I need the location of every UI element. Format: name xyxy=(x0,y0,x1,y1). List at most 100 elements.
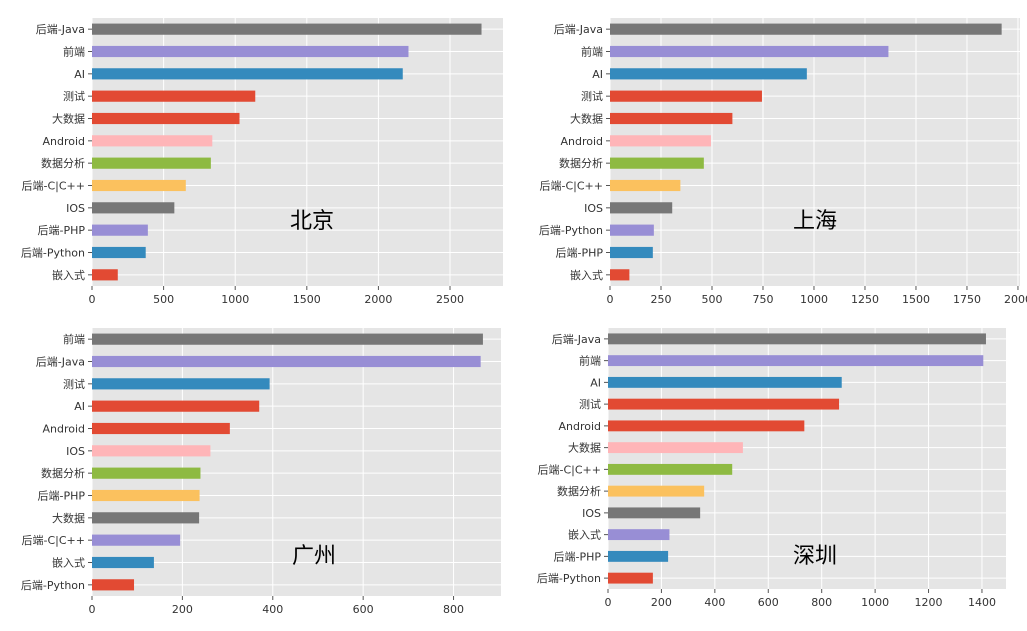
bar xyxy=(92,179,186,192)
category-label: AI xyxy=(74,68,85,81)
category-label: 嵌入式 xyxy=(52,557,85,570)
category-label: 后端-C|C++ xyxy=(22,180,85,193)
x-tick-label: 600 xyxy=(758,596,779,609)
bar xyxy=(608,550,669,562)
category-label: IOS xyxy=(584,202,603,215)
category-label: 测试 xyxy=(63,90,85,103)
x-tick-label: 200 xyxy=(651,596,672,609)
x-tick-label: 1200 xyxy=(915,596,943,609)
category-label: 后端-C|C++ xyxy=(540,180,603,193)
bar xyxy=(92,68,403,80)
bar xyxy=(92,112,240,125)
bar xyxy=(610,246,653,259)
x-tick-label: 0 xyxy=(89,603,96,616)
bar xyxy=(610,157,704,169)
bar xyxy=(610,179,681,192)
bar xyxy=(92,333,483,345)
city-annotation: 北京 xyxy=(290,209,334,234)
bar xyxy=(92,157,211,169)
category-label: AI xyxy=(74,400,85,413)
bar xyxy=(92,556,154,569)
bar xyxy=(610,68,807,80)
x-tick-label: 600 xyxy=(353,603,374,616)
bar xyxy=(92,489,200,502)
x-tick-label: 1000 xyxy=(861,596,889,609)
category-label: IOS xyxy=(582,507,601,520)
category-label: 数据分析 xyxy=(559,156,603,170)
bar xyxy=(608,442,743,454)
bar xyxy=(92,45,409,58)
category-label: 测试 xyxy=(579,398,601,411)
x-tick-label: 1400 xyxy=(968,596,996,609)
x-tick-label: 1750 xyxy=(953,293,981,306)
x-tick-label: 750 xyxy=(752,293,773,306)
category-label: 后端-PHP xyxy=(37,490,85,503)
category-label: 数据分析 xyxy=(41,156,85,170)
bar xyxy=(92,90,256,102)
bar xyxy=(92,467,201,479)
x-tick-label: 2000 xyxy=(1004,293,1027,306)
category-label: 后端-Python xyxy=(21,247,85,260)
x-tick-label: 400 xyxy=(262,603,283,616)
bar xyxy=(608,420,805,432)
category-label: 后端-C|C++ xyxy=(538,463,601,476)
bar xyxy=(608,507,701,519)
x-tick-label: 800 xyxy=(811,596,832,609)
category-label: IOS xyxy=(66,445,85,458)
bar xyxy=(92,422,230,435)
bar xyxy=(92,512,200,524)
category-label: 大数据 xyxy=(52,112,85,126)
category-label: 后端-Java xyxy=(36,23,85,36)
category-label: IOS xyxy=(66,202,85,215)
plot-area xyxy=(92,18,503,286)
category-label: 嵌入式 xyxy=(52,269,85,282)
x-tick-label: 0 xyxy=(89,293,96,306)
bar xyxy=(92,378,270,390)
city-annotation: 广州 xyxy=(292,544,336,569)
bar xyxy=(608,398,840,410)
category-label: 前端 xyxy=(581,45,603,59)
category-label: 后端-PHP xyxy=(37,224,85,237)
bar xyxy=(92,269,118,281)
x-tick-label: 1500 xyxy=(902,293,930,306)
category-label: Android xyxy=(42,423,85,436)
bar xyxy=(610,269,630,281)
category-label: 前端 xyxy=(579,354,601,368)
bar xyxy=(608,333,986,345)
category-label: 后端-Python xyxy=(21,579,85,592)
category-label: 后端-Java xyxy=(552,333,601,346)
x-tick-label: 1500 xyxy=(293,293,321,306)
category-label: 嵌入式 xyxy=(570,269,603,282)
category-label: AI xyxy=(592,68,603,81)
city-annotation: 深圳 xyxy=(793,544,837,569)
bar xyxy=(610,224,654,236)
bar xyxy=(92,135,213,147)
x-tick-label: 0 xyxy=(607,293,614,306)
x-tick-label: 500 xyxy=(701,293,722,306)
plot-area xyxy=(610,18,1020,286)
category-label: 测试 xyxy=(581,90,603,103)
x-tick-label: 2500 xyxy=(436,293,464,306)
bar xyxy=(92,224,148,236)
bar xyxy=(610,202,673,214)
x-tick-label: 1000 xyxy=(800,293,828,306)
bar xyxy=(610,90,762,102)
x-tick-label: 500 xyxy=(153,293,174,306)
category-label: 后端-C|C++ xyxy=(22,534,85,547)
bar xyxy=(608,572,653,584)
category-label: 测试 xyxy=(63,378,85,391)
bar xyxy=(608,529,670,541)
bar xyxy=(92,23,482,35)
category-label: 后端-Python xyxy=(539,224,603,237)
category-label: Android xyxy=(558,420,601,433)
bar xyxy=(608,463,733,475)
category-label: 后端-Java xyxy=(554,23,603,36)
category-label: 前端 xyxy=(63,332,85,346)
bar xyxy=(610,23,1002,35)
bar xyxy=(610,45,889,58)
category-label: Android xyxy=(560,135,603,148)
category-label: 后端-PHP xyxy=(553,550,601,563)
bar xyxy=(92,355,481,368)
